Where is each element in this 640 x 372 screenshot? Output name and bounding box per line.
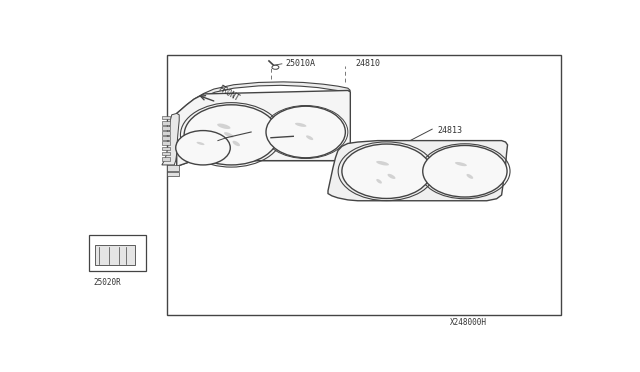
- Text: 25020R: 25020R: [93, 278, 121, 287]
- Ellipse shape: [232, 141, 240, 146]
- Ellipse shape: [196, 142, 205, 145]
- Bar: [162, 147, 170, 150]
- Circle shape: [272, 65, 279, 69]
- Ellipse shape: [455, 162, 467, 166]
- Ellipse shape: [266, 106, 346, 158]
- Polygon shape: [177, 90, 350, 166]
- Ellipse shape: [376, 161, 389, 166]
- Ellipse shape: [423, 145, 507, 197]
- Ellipse shape: [224, 132, 234, 138]
- Bar: [162, 126, 170, 130]
- Bar: [95, 245, 134, 265]
- Bar: [89, 235, 146, 271]
- Polygon shape: [328, 141, 508, 201]
- Bar: [167, 165, 179, 171]
- Bar: [162, 121, 170, 125]
- Ellipse shape: [295, 123, 307, 127]
- Ellipse shape: [184, 105, 278, 165]
- Bar: [162, 157, 170, 161]
- Text: 25010A: 25010A: [286, 59, 316, 68]
- Bar: [167, 172, 179, 176]
- Bar: [162, 152, 170, 155]
- Ellipse shape: [306, 135, 313, 140]
- Polygon shape: [177, 82, 350, 113]
- Polygon shape: [162, 113, 179, 165]
- Ellipse shape: [376, 179, 382, 183]
- Ellipse shape: [176, 131, 230, 165]
- Text: 24813: 24813: [437, 126, 462, 135]
- Ellipse shape: [467, 174, 473, 179]
- Bar: [162, 116, 170, 119]
- Ellipse shape: [342, 144, 431, 198]
- Bar: [167, 55, 561, 315]
- Polygon shape: [177, 159, 350, 166]
- Bar: [162, 131, 170, 135]
- Text: X248000H: X248000H: [449, 318, 486, 327]
- Bar: [162, 136, 170, 140]
- Text: FRONT: FRONT: [216, 84, 241, 103]
- Ellipse shape: [387, 174, 396, 179]
- Bar: [162, 141, 170, 145]
- Text: 24810: 24810: [355, 59, 380, 68]
- Ellipse shape: [217, 124, 230, 129]
